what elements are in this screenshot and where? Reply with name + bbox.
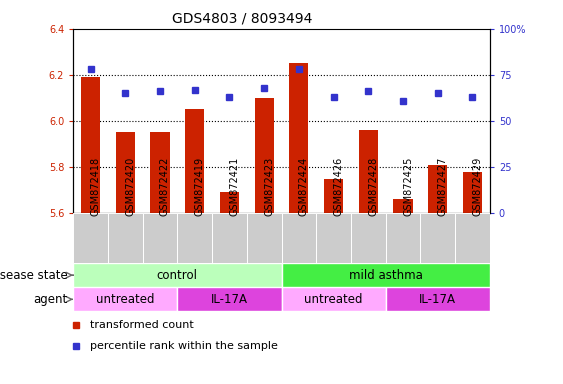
- Bar: [177, 287, 282, 311]
- Bar: [220, 192, 239, 213]
- Bar: [150, 132, 169, 213]
- Bar: [142, 213, 177, 263]
- Bar: [108, 213, 142, 263]
- Bar: [282, 213, 316, 263]
- Text: GSM872419: GSM872419: [195, 157, 205, 216]
- Bar: [386, 287, 490, 311]
- Bar: [289, 63, 309, 213]
- Text: GSM872420: GSM872420: [125, 156, 135, 216]
- Bar: [386, 213, 421, 263]
- Bar: [421, 213, 455, 263]
- Bar: [73, 287, 177, 311]
- Bar: [463, 172, 482, 213]
- Bar: [455, 213, 490, 263]
- Bar: [324, 179, 343, 213]
- Text: mild asthma: mild asthma: [348, 269, 423, 281]
- Text: control: control: [157, 269, 198, 281]
- Bar: [359, 130, 378, 213]
- Text: GSM872426: GSM872426: [333, 156, 343, 216]
- Text: GSM872421: GSM872421: [230, 156, 239, 216]
- Bar: [185, 109, 204, 213]
- Bar: [116, 132, 135, 213]
- Text: transformed count: transformed count: [90, 320, 194, 330]
- Bar: [81, 77, 100, 213]
- Text: GSM872424: GSM872424: [299, 156, 309, 216]
- Text: GSM872425: GSM872425: [403, 156, 413, 216]
- Text: GSM872422: GSM872422: [160, 156, 170, 216]
- Bar: [282, 287, 386, 311]
- Bar: [394, 199, 413, 213]
- Text: GSM872428: GSM872428: [368, 156, 378, 216]
- Text: percentile rank within the sample: percentile rank within the sample: [90, 341, 278, 351]
- Text: GDS4803 / 8093494: GDS4803 / 8093494: [172, 12, 312, 25]
- Bar: [177, 213, 212, 263]
- Bar: [73, 213, 108, 263]
- Bar: [212, 213, 247, 263]
- Text: untreated: untreated: [305, 293, 363, 306]
- Text: GSM872423: GSM872423: [264, 156, 274, 216]
- Text: IL-17A: IL-17A: [211, 293, 248, 306]
- Bar: [254, 98, 274, 213]
- Bar: [428, 165, 447, 213]
- Text: GSM872418: GSM872418: [91, 157, 101, 216]
- Text: agent: agent: [33, 293, 68, 306]
- Text: untreated: untreated: [96, 293, 154, 306]
- Bar: [351, 213, 386, 263]
- Text: GSM872427: GSM872427: [438, 156, 448, 216]
- Text: IL-17A: IL-17A: [419, 293, 456, 306]
- Bar: [282, 263, 490, 287]
- Text: disease state: disease state: [0, 269, 68, 281]
- Text: GSM872429: GSM872429: [472, 156, 482, 216]
- Bar: [247, 213, 282, 263]
- Bar: [73, 263, 282, 287]
- Bar: [316, 213, 351, 263]
